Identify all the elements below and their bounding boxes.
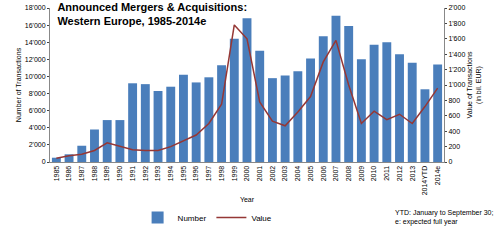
svg-text:2002: 2002 (269, 166, 276, 182)
svg-text:12'000: 12'000 (25, 56, 46, 63)
svg-text:2003: 2003 (281, 166, 288, 182)
svg-text:1993: 1993 (154, 166, 161, 182)
svg-text:1'800: 1'800 (448, 20, 465, 27)
svg-text:1997: 1997 (205, 166, 212, 182)
svg-text:2011: 2011 (383, 166, 390, 181)
svg-text:1994: 1994 (167, 166, 174, 182)
svg-text:1996: 1996 (192, 166, 199, 182)
svg-text:400: 400 (448, 128, 460, 135)
svg-text:2007: 2007 (332, 166, 339, 182)
svg-text:2014e: 2014e (434, 166, 441, 186)
svg-text:Year: Year (240, 196, 255, 203)
svg-text:2005: 2005 (307, 166, 314, 182)
svg-text:Value of Transactions(in bil.: Value of Transactions(in bil. EUR) (466, 51, 483, 118)
svg-text:800: 800 (448, 97, 460, 104)
svg-text:16'000: 16'000 (25, 22, 46, 29)
svg-text:2008: 2008 (345, 166, 352, 182)
svg-text:1'200: 1'200 (448, 66, 465, 73)
svg-text:18'000: 18'000 (25, 4, 46, 11)
svg-text:1'600: 1'600 (448, 35, 465, 42)
svg-text:6'000: 6'000 (29, 107, 46, 114)
svg-text:1988: 1988 (91, 166, 98, 182)
svg-text:200: 200 (448, 143, 460, 150)
svg-text:Number: Number (178, 214, 207, 223)
svg-text:2'000: 2'000 (29, 141, 46, 148)
svg-text:2004: 2004 (294, 166, 301, 182)
svg-text:YTD: January to September 30;e: YTD: January to September 30;e: expected… (395, 209, 493, 226)
svg-text:Value: Value (251, 214, 271, 223)
svg-text:1991: 1991 (129, 166, 136, 182)
svg-text:1985: 1985 (53, 166, 60, 182)
svg-text:14'000: 14'000 (25, 39, 46, 46)
svg-text:1989: 1989 (103, 166, 110, 182)
svg-text:1992: 1992 (142, 166, 149, 182)
svg-text:Number of Transactions: Number of Transactions (15, 47, 22, 122)
svg-text:1990: 1990 (116, 166, 123, 182)
svg-text:Announced Mergers & Acquisitio: Announced Mergers & Acquisitions:Western… (57, 1, 247, 27)
svg-text:0: 0 (448, 158, 452, 165)
svg-text:1986: 1986 (65, 166, 72, 182)
svg-text:2'000: 2'000 (448, 4, 465, 11)
svg-text:2012: 2012 (396, 166, 403, 182)
svg-text:1'400: 1'400 (448, 51, 465, 58)
svg-text:600: 600 (448, 112, 460, 119)
svg-text:2001: 2001 (256, 166, 263, 182)
svg-text:2010: 2010 (370, 166, 377, 182)
svg-text:4'000: 4'000 (29, 124, 46, 131)
svg-text:2006: 2006 (320, 166, 327, 182)
svg-text:2009: 2009 (358, 166, 365, 182)
svg-text:1'000: 1'000 (448, 81, 465, 88)
svg-text:8'000: 8'000 (29, 90, 46, 97)
svg-text:2014YTD: 2014YTD (421, 166, 428, 196)
svg-text:1999: 1999 (231, 166, 238, 182)
svg-text:10'000: 10'000 (25, 73, 46, 80)
svg-text:0: 0 (42, 158, 46, 165)
svg-text:2013: 2013 (409, 166, 416, 182)
svg-text:1998: 1998 (218, 166, 225, 182)
svg-text:1995: 1995 (180, 166, 187, 182)
svg-text:1987: 1987 (78, 166, 85, 182)
svg-text:2000: 2000 (243, 166, 250, 182)
